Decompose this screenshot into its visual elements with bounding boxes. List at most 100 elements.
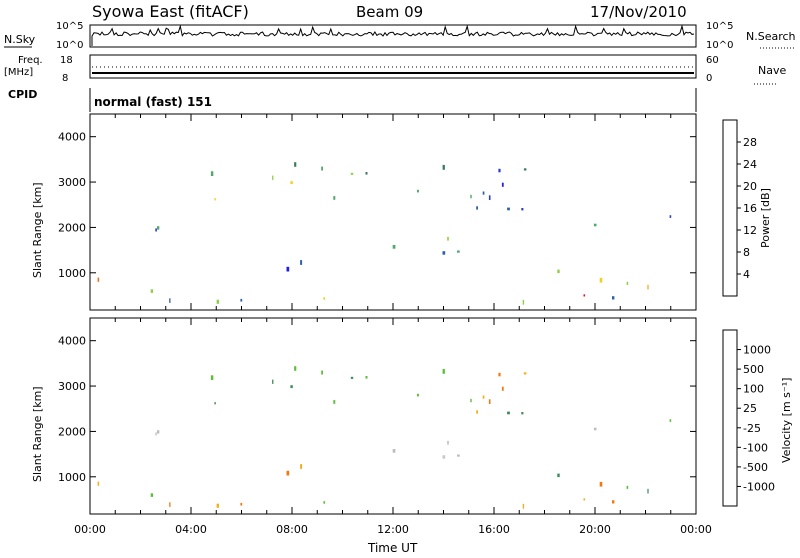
- echo-cell: [523, 372, 527, 375]
- colorbar-tick-label: -1000: [743, 480, 775, 493]
- colorbar-tick-label: -25: [743, 422, 761, 435]
- echo-cell: [522, 503, 525, 509]
- echo-cell: [498, 168, 501, 173]
- echo-cell: [294, 366, 297, 371]
- echo-cell: [647, 284, 649, 290]
- echo-cell: [150, 289, 154, 293]
- velocity-xticks: [89, 318, 697, 514]
- velocity-heatmap-cells: [97, 366, 672, 509]
- freq-tick-top: 18: [60, 55, 73, 66]
- ytick-label: 4000: [58, 131, 86, 144]
- colorbar-tick-label: 1000: [743, 344, 771, 357]
- nave-label: Nave: [758, 64, 786, 77]
- echo-cell: [470, 398, 472, 403]
- nave-tick-bottom: 0: [706, 73, 712, 84]
- colorbar-tick-label: 100: [743, 383, 764, 396]
- echo-cell: [442, 251, 446, 255]
- echo-cell: [476, 410, 478, 414]
- echo-cell: [599, 481, 603, 487]
- freq-panel: [89, 54, 697, 79]
- echo-cell: [593, 223, 597, 227]
- nsearch-tick-bottom: 10^0: [706, 40, 733, 51]
- echo-cell: [300, 464, 303, 469]
- power-frame: [89, 113, 697, 311]
- echo-cell: [557, 269, 560, 274]
- echo-cell: [626, 281, 629, 285]
- echo-cell: [169, 502, 171, 507]
- xtick-label: 00:00: [74, 523, 106, 536]
- echo-cell: [417, 189, 419, 193]
- cpid-label: CPID: [8, 88, 37, 101]
- echo-cell: [155, 432, 157, 436]
- power-colorbar-label: Power [dB]: [759, 188, 772, 248]
- echo-cell: [240, 502, 243, 506]
- echo-cell: [626, 485, 629, 489]
- echo-cell: [157, 430, 160, 434]
- echo-cell: [97, 481, 100, 486]
- echo-cell: [522, 299, 525, 305]
- echo-cell: [507, 411, 510, 415]
- nave-tick-top: 60: [706, 55, 719, 66]
- echo-cell: [612, 296, 615, 300]
- echo-cell: [482, 395, 485, 399]
- power-heatmap-cells: [97, 162, 672, 305]
- velocity-yticks: 1000 2000 3000 4000: [58, 335, 696, 484]
- echo-cell: [498, 372, 501, 377]
- echo-cell: [210, 171, 214, 176]
- echo-cell: [583, 498, 586, 501]
- echo-cell: [442, 368, 445, 374]
- echo-cell: [488, 195, 491, 200]
- echo-cell: [286, 470, 290, 476]
- echo-cell: [612, 500, 615, 504]
- echo-cell: [157, 226, 160, 230]
- station-title: Syowa East (fitACF): [92, 2, 249, 21]
- echo-cell: [155, 228, 157, 232]
- echo-cell: [321, 370, 323, 375]
- xtick-label: 20:00: [579, 523, 611, 536]
- echo-cell: [333, 400, 336, 404]
- echo-cell: [669, 419, 672, 422]
- colorbar-tick-label: 8: [743, 246, 750, 259]
- power-panel: 1000 2000 3000 4000 Slant Range [km]: [31, 113, 697, 311]
- echo-cell: [447, 236, 449, 241]
- echo-cell: [150, 493, 154, 497]
- echo-cell: [521, 412, 524, 415]
- velocity-panel: 1000 2000 3000 4000 Slant Range [km]: [31, 317, 697, 515]
- echo-cell: [457, 454, 460, 457]
- power-colorbar: 28 24 20 16 12 8 4: [722, 119, 757, 297]
- colorbar-tick-label: 500: [743, 363, 764, 376]
- nsearch-label: N.Search: [746, 30, 796, 43]
- echo-cell: [470, 194, 472, 199]
- echo-cell: [216, 503, 219, 508]
- echo-cell: [523, 168, 527, 171]
- echo-cell: [557, 473, 560, 478]
- freq-unit: [MHz]: [4, 67, 33, 78]
- nsky-label: N.Sky: [4, 33, 36, 46]
- echo-cell: [392, 449, 396, 453]
- echo-cell: [272, 379, 274, 384]
- time-axis-labels: 00:00 04:00 08:00 12:00 16:00 20:00 00:00: [74, 523, 712, 536]
- echo-cell: [583, 294, 586, 297]
- ytick-label: 2000: [58, 221, 86, 234]
- echo-cell: [290, 385, 293, 389]
- colorbar-frame: [722, 119, 738, 297]
- echo-cell: [323, 501, 326, 504]
- echo-cell: [214, 402, 216, 405]
- echo-cell: [214, 198, 216, 201]
- echo-cell: [593, 427, 597, 431]
- echo-cell: [169, 298, 171, 303]
- echo-cell: [350, 376, 354, 379]
- echo-cell: [321, 166, 323, 171]
- colorbar-tick-label: 24: [743, 158, 757, 171]
- ytick-label: 1000: [58, 471, 86, 484]
- xtick-label: 12:00: [377, 523, 409, 536]
- xtick-label: 08:00: [276, 523, 308, 536]
- echo-cell: [216, 299, 219, 304]
- power-ylabel: Slant Range [km]: [31, 182, 44, 278]
- velocity-ylabel: Slant Range [km]: [31, 386, 44, 482]
- nsky-tick-top: 10^5: [56, 21, 83, 32]
- echo-cell: [272, 175, 274, 180]
- echo-cell: [457, 250, 460, 253]
- echo-cell: [392, 245, 396, 249]
